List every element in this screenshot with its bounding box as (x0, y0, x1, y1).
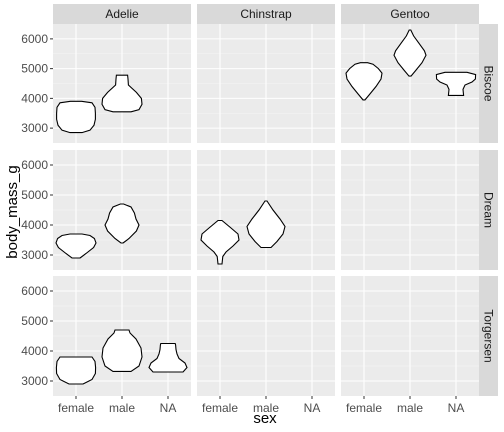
x-tick-label: NA (448, 401, 465, 415)
strip-background (479, 150, 498, 270)
facet-panels (53, 24, 479, 396)
y-tick-label: 3000 (21, 248, 48, 262)
x-tick-label: NA (160, 401, 177, 415)
facet-panel (53, 24, 191, 143)
y-tick-label: 6000 (21, 284, 48, 298)
facet-strips: Adelie Chinstrap Gentoo Biscoe Dream Torgerse… (53, 4, 498, 396)
violin-female (200, 219, 240, 265)
violin-NA (435, 71, 477, 96)
x-tick-label: male (253, 401, 279, 415)
y-tick-label: 5000 (21, 188, 48, 202)
facet-panel (341, 276, 479, 396)
y-tick-label: 5000 (21, 62, 48, 76)
y-tick-label: 6000 (21, 158, 48, 172)
axes: 3000 4000 5000 6000 3000 4000 5000 6000 3000 4000… (21, 32, 464, 415)
y-tick-label: 5000 (21, 314, 48, 328)
facet-panel (53, 150, 191, 270)
species-strip-label: Chinstrap (240, 7, 292, 21)
y-tick-label: 4000 (21, 218, 48, 232)
facet-panel (197, 150, 335, 270)
facet-panel (341, 150, 479, 270)
violin-male (246, 200, 286, 249)
violin-female (55, 356, 97, 385)
y-tick-label: 3000 (21, 121, 48, 135)
violin-male (101, 329, 143, 372)
x-tick-label: female (202, 401, 238, 415)
island-strip-label: Biscoe (482, 65, 496, 101)
x-tick-label: male (109, 401, 135, 415)
violin-NA (148, 342, 188, 373)
strip-background (53, 4, 191, 24)
x-tick-label: female (346, 401, 382, 415)
strip-background (479, 276, 498, 396)
y-tick-label: 6000 (21, 32, 48, 46)
y-tick-label: 3000 (21, 374, 48, 388)
island-strip-label: Torgersen (482, 309, 496, 362)
strip-background (479, 24, 498, 143)
x-tick-label: female (58, 401, 94, 415)
x-tick-label: NA (304, 401, 321, 415)
violin-male (101, 74, 143, 113)
strip-background (341, 4, 479, 24)
species-strip-label: Adelie (105, 7, 139, 21)
violin-female (55, 233, 97, 259)
violin-female (345, 62, 383, 101)
y-tick-label: 4000 (21, 91, 48, 105)
x-axis-title: sex (253, 410, 277, 427)
violin-male (393, 29, 427, 77)
y-tick-label: 4000 (21, 344, 48, 358)
strip-background (197, 4, 335, 24)
y-axis-title: body_mass_g (4, 165, 21, 258)
facet-panel (197, 24, 335, 143)
violin-male (104, 203, 140, 244)
facet-panel (341, 24, 479, 143)
violin-female (56, 100, 96, 134)
species-strip-label: Gentoo (390, 7, 430, 21)
island-strip-label: Dream (482, 192, 496, 228)
facet-panel (197, 276, 335, 396)
x-tick-label: male (397, 401, 423, 415)
facet-panel (53, 276, 191, 396)
